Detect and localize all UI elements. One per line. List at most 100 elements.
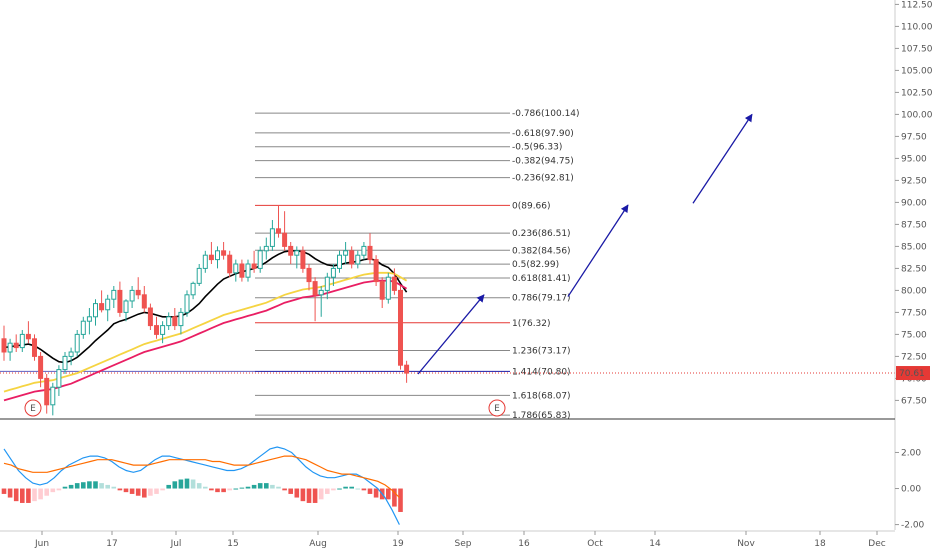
candle-body	[13, 342, 19, 349]
candle	[19, 330, 25, 352]
candle	[160, 321, 166, 344]
candle-body	[391, 276, 397, 291]
macd-histogram-bar	[20, 488, 25, 503]
candle	[294, 246, 300, 269]
macd-histogram-bar	[349, 486, 354, 489]
candle-body	[80, 320, 86, 335]
candle-body	[337, 254, 342, 269]
candle	[135, 277, 141, 300]
macd-histogram-bar	[50, 488, 56, 493]
macd-tick-label: -2.00	[901, 521, 925, 531]
macd-histogram-bar	[178, 479, 184, 489]
price-tick-label: 110.00	[901, 22, 932, 32]
price-tick-label: 87.50	[901, 220, 927, 230]
signal-line	[3, 455, 400, 498]
candle	[257, 246, 263, 273]
candle	[306, 264, 312, 291]
candle-body	[367, 245, 373, 261]
candle	[276, 205, 281, 238]
macd-histogram-bar	[288, 488, 293, 494]
candle-body	[178, 311, 184, 327]
macd-histogram-bar	[154, 488, 159, 494]
candle-body	[160, 325, 166, 335]
price-tick-label: 67.50	[901, 396, 927, 406]
candle	[111, 286, 117, 308]
macd-histogram-bar	[373, 488, 379, 498]
candle	[379, 277, 385, 308]
candle	[141, 286, 147, 313]
candle	[190, 281, 196, 300]
candle-body	[38, 355, 44, 379]
price-tick-label: 95.00	[901, 154, 927, 164]
candle	[166, 312, 172, 330]
candle	[178, 308, 184, 335]
candle	[330, 264, 336, 286]
price-pane: -0.786(100.14) -0.618(97.90) -0.5(96.33) -0…	[0, 109, 895, 421]
macd-histogram-bar	[392, 488, 397, 507]
candle	[154, 316, 159, 339]
candle-body	[154, 325, 159, 335]
candle	[25, 321, 31, 344]
candle	[233, 259, 239, 282]
candle-body	[105, 298, 111, 311]
earnings-marker	[488, 399, 506, 417]
candle-body	[93, 303, 98, 318]
macd-histogram-bar	[264, 483, 269, 489]
macd-histogram-bar	[221, 488, 226, 493]
macd-histogram-bar	[142, 488, 147, 498]
fib-level-label: 1.414(70.80)	[512, 367, 571, 377]
macd-histogram-bar	[282, 488, 287, 491]
fib-level-label: 0(89.66)	[512, 201, 551, 211]
candle-body	[135, 289, 141, 296]
fib-level-label: 0.236(86.51)	[512, 229, 571, 239]
earnings-marker-label: E	[494, 404, 500, 414]
candle-body	[263, 245, 269, 252]
macd-histogram-bar	[270, 484, 275, 489]
macd-histogram-bar	[111, 486, 117, 489]
candle-body	[215, 250, 220, 261]
candle	[13, 334, 19, 352]
candle	[288, 242, 294, 264]
candle	[117, 281, 123, 317]
candle-body	[99, 303, 105, 311]
candle	[123, 299, 129, 322]
macd-histogram-bar	[276, 486, 281, 489]
last-price-label: 70.61	[899, 369, 925, 379]
candle	[245, 259, 251, 282]
candle	[227, 250, 233, 278]
fib-level-label: 0.618(81.41)	[512, 274, 571, 284]
macd-histogram-bar	[62, 486, 68, 489]
candle	[38, 352, 44, 388]
fib-level-label: -0.786(100.14)	[512, 109, 580, 119]
fib-level-label: 1.236(73.17)	[512, 347, 571, 357]
candle-body	[294, 250, 300, 256]
candle-body	[19, 333, 25, 349]
candle	[337, 250, 342, 273]
price-tick-label: 85.00	[901, 242, 927, 252]
macd-histogram-bar	[172, 481, 178, 489]
candle-body	[282, 232, 288, 247]
time-tick-label: 15	[227, 539, 238, 549]
candle	[50, 382, 56, 416]
candle	[56, 365, 62, 396]
macd-histogram-bar	[361, 488, 367, 491]
candle-body	[147, 307, 153, 327]
macd-histogram-bar	[135, 488, 141, 496]
candle-body	[233, 263, 239, 274]
candle	[373, 255, 379, 286]
candle	[208, 242, 214, 264]
macd-histogram-bar	[7, 488, 13, 498]
time-tick-label: Nov	[737, 539, 755, 549]
price-tick-label: 92.50	[901, 176, 927, 186]
fib-level-label: -0.618(97.90)	[512, 129, 574, 139]
macd-tick-label: 2.00	[901, 448, 921, 458]
candle	[44, 374, 50, 414]
candle-body	[68, 351, 74, 357]
candle-body	[86, 316, 92, 322]
candle-body	[166, 316, 172, 327]
candle	[105, 294, 111, 322]
candle-body	[208, 254, 214, 261]
candle-body	[32, 338, 37, 357]
